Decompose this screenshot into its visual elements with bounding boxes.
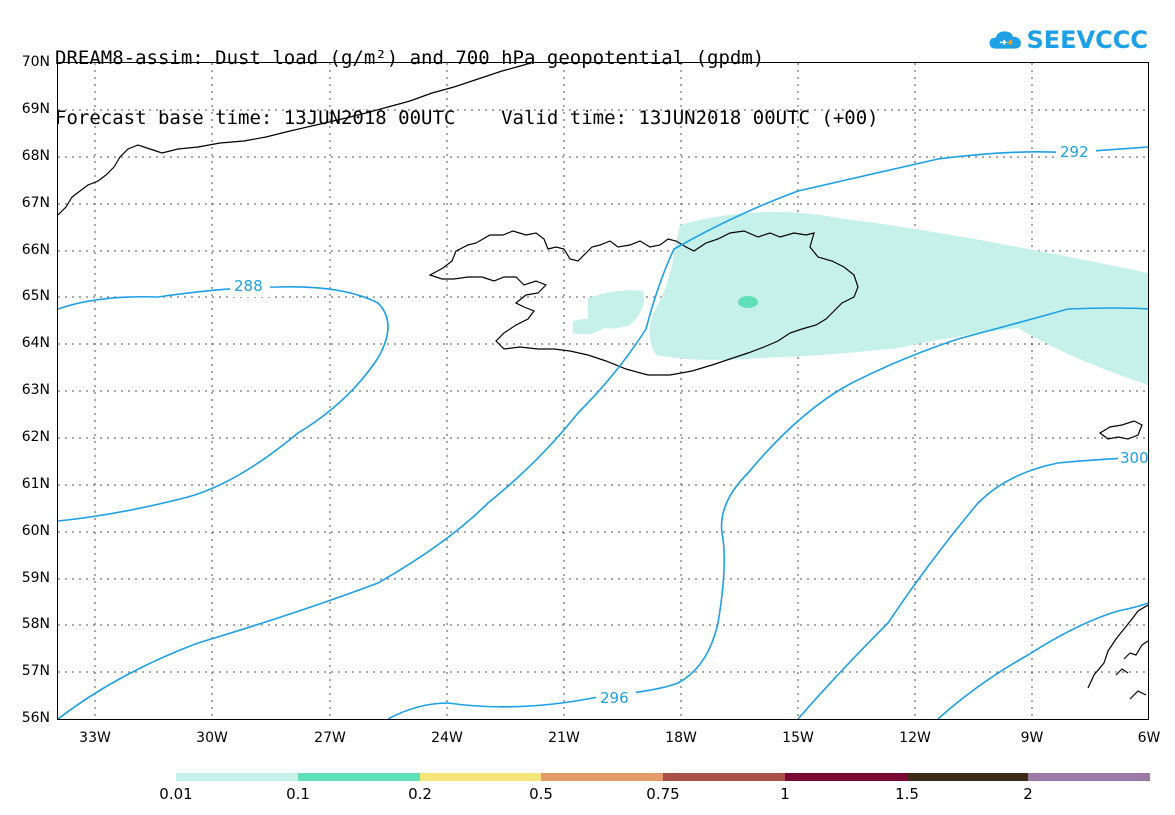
- hebrides-coastline: [1115, 640, 1148, 700]
- lat-label-68n: 68N: [21, 148, 50, 164]
- lon-label-18w: 18W: [665, 730, 697, 746]
- scotland-coastline: [1087, 604, 1148, 689]
- colorbar-segment-1: [176, 773, 298, 781]
- lat-label-56n: 56N: [21, 710, 50, 726]
- lon-label-21w: 21W: [548, 730, 580, 746]
- contour-label-292: 292: [1060, 143, 1089, 161]
- colorbar-label-2: 2: [1023, 785, 1033, 803]
- colorbar-label-0.2: 0.2: [408, 785, 432, 803]
- lat-label-66n: 66N: [21, 242, 50, 258]
- contour-296: [387, 307, 1148, 719]
- colorbar-segment-6: [785, 773, 907, 781]
- colorbar-label-0.1: 0.1: [286, 785, 310, 803]
- dust-load-shading: [573, 211, 1148, 385]
- lat-label-60n: 60N: [21, 523, 50, 539]
- dust-patch-west: [588, 290, 645, 329]
- cloud-icon: [989, 31, 1021, 49]
- contour-288: [58, 286, 389, 522]
- lon-label-24w: 24W: [431, 730, 463, 746]
- colorbar-label-1: 1: [780, 785, 790, 803]
- dust-patch-s: [708, 345, 734, 357]
- colorbar-label-0.75: 0.75: [646, 785, 680, 803]
- colorbar-label-0.5: 0.5: [529, 785, 553, 803]
- seevccc-logo: SEEVCCC: [988, 20, 1148, 60]
- title-line-1: DREAM8-assim: Dust load (g/m²) and 700 h…: [55, 47, 765, 69]
- logo-text: SEEVCCC: [1026, 26, 1149, 54]
- lat-label-67n: 67N: [21, 195, 50, 211]
- colorbar-label-1.5: 1.5: [895, 785, 919, 803]
- lat-label-63n: 63N: [21, 382, 50, 398]
- lat-label-64n: 64N: [21, 335, 50, 351]
- lon-label-6w: 6W: [1137, 730, 1161, 746]
- faroe-islands: [1098, 420, 1143, 440]
- contour-292: [58, 146, 1148, 719]
- colorbar-segment-8: [1028, 773, 1150, 781]
- greenland-coastline: [58, 63, 531, 216]
- map-title: DREAM8-assim: Dust load (g/m²) and 700 h…: [55, 8, 879, 148]
- dust-core: [738, 296, 758, 308]
- geopotential-contours: [58, 146, 1148, 719]
- contour-label-296: 296: [600, 689, 629, 707]
- lon-label-15w: 15W: [782, 730, 814, 746]
- colorbar-label-0.01: 0.01: [159, 785, 193, 803]
- lat-label-62n: 62N: [21, 429, 50, 445]
- dust-plume: [649, 211, 1148, 385]
- lon-label-30w: 30W: [196, 730, 228, 746]
- map-canvas: [58, 63, 1148, 719]
- title-line-2: Forecast base time: 13JUN2018 00UTC Vali…: [55, 107, 879, 129]
- lon-label-9w: 9W: [1020, 730, 1044, 746]
- lat-label-57n: 57N: [21, 663, 50, 679]
- lon-label-33w: 33W: [79, 730, 111, 746]
- contour-label-288: 288: [234, 277, 263, 295]
- grid-lines: [58, 63, 1148, 719]
- colorbar-segment-4: [541, 773, 663, 781]
- iceland-coastline: [428, 230, 859, 376]
- lon-label-27w: 27W: [314, 730, 346, 746]
- lat-label-58n: 58N: [21, 616, 50, 632]
- map-panel: 288 292 296 300: [57, 62, 1149, 720]
- contour-304: [937, 602, 1148, 719]
- lat-label-59n: 59N: [21, 570, 50, 586]
- lat-label-70n: 70N: [21, 54, 50, 70]
- lon-label-12w: 12W: [899, 730, 931, 746]
- dust-patch-sw: [573, 318, 608, 335]
- lat-label-61n: 61N: [21, 476, 50, 492]
- colorbar-segment-5: [663, 773, 785, 781]
- colorbar-segment-3: [420, 773, 541, 781]
- contour-label-300: 300: [1120, 449, 1149, 467]
- colorbar-segment-2: [298, 773, 420, 781]
- colorbar-segment-7: [907, 773, 1028, 781]
- lat-label-69n: 69N: [21, 101, 50, 117]
- contour-300: [797, 456, 1148, 719]
- lat-label-65n: 65N: [21, 288, 50, 304]
